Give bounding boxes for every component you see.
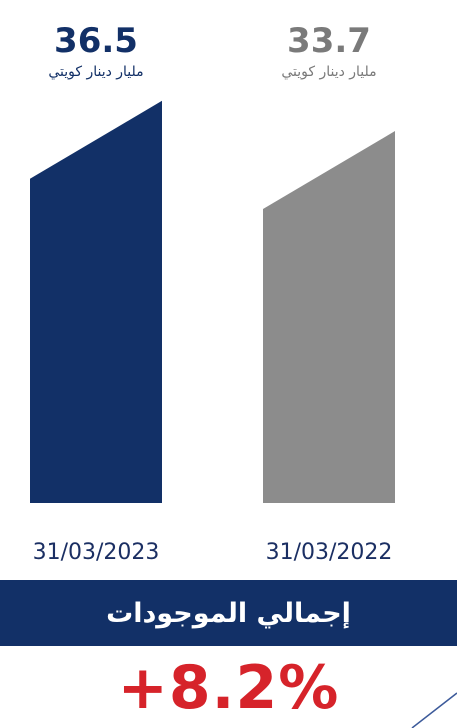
decorative-line: [411, 692, 457, 728]
bar-31-03-2023: [30, 100, 162, 504]
bar-value-label: 33.7: [287, 21, 371, 61]
bar-unit-label: مليار دينار كويتي: [281, 64, 376, 80]
bar-chart: 36.5 مليار دينار كويتي 31/03/2023 33.7 مليار…: [30, 21, 395, 565]
bar-value-label: 36.5: [54, 21, 138, 61]
category-label: 31/03/2022: [266, 540, 393, 565]
chart-title: إجمالي الموجودات: [106, 597, 351, 629]
category-label: 31/03/2023: [33, 540, 160, 565]
bar-31-03-2022: [263, 131, 395, 504]
bar-unit-label: مليار دينار كويتي: [48, 64, 143, 80]
title-banner: إجمالي الموجودات: [0, 580, 457, 646]
change-percentage: +8.2%: [117, 653, 340, 723]
